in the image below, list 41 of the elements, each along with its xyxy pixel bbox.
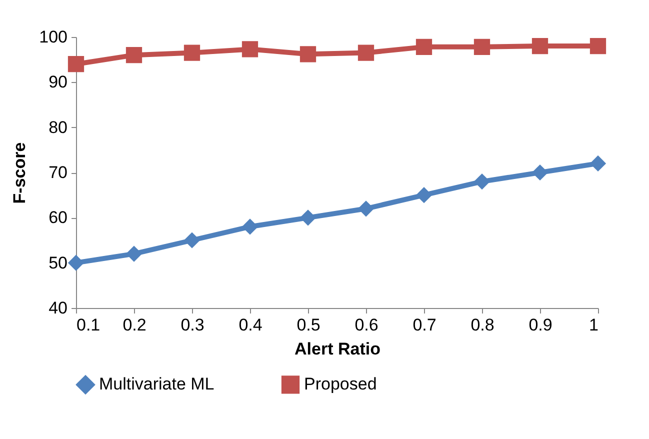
point (590, 38, 606, 54)
point (300, 46, 316, 62)
point (184, 44, 200, 61)
x-tick-label: 0.5 (296, 316, 320, 334)
point (68, 56, 84, 72)
point (126, 47, 142, 64)
y-tick-label: 90 (48, 72, 68, 92)
point (358, 44, 374, 61)
y-tick-label: 70 (48, 163, 68, 182)
point (358, 200, 374, 217)
y-tick-label: 80 (48, 118, 68, 137)
point (242, 41, 258, 58)
y-tick-label: 60 (48, 208, 68, 228)
y-axis-title: F-score (10, 142, 30, 204)
x-tick-label: 0.1 (76, 316, 100, 334)
legend-label: Multivariate ML (99, 374, 214, 394)
x-tick-label: 1 (589, 316, 598, 334)
y-tick-label: 50 (48, 253, 68, 272)
point (532, 38, 548, 54)
point (474, 38, 490, 55)
x-tick-label: 0.6 (354, 316, 378, 334)
point (474, 173, 490, 190)
x-tick-label: 0.9 (528, 316, 552, 334)
x-tick-label: 0.7 (412, 316, 436, 334)
y-tick-label: 100 (39, 28, 68, 46)
y-tick-label: 40 (48, 298, 68, 318)
point (590, 155, 606, 172)
point (416, 38, 432, 55)
x-tick-label: 0.3 (180, 316, 204, 334)
point (532, 164, 548, 181)
point (416, 187, 432, 204)
x-tick-label: 0.2 (122, 316, 146, 334)
legend-label: Proposed (304, 374, 377, 394)
point (300, 210, 316, 226)
x-axis-title: Alert Ratio (294, 340, 380, 358)
point (242, 218, 258, 235)
x-tick-label: 0.8 (470, 316, 494, 334)
point (126, 246, 142, 262)
point (68, 254, 84, 271)
x-tick-label: 0.4 (238, 316, 262, 334)
point (184, 232, 200, 248)
